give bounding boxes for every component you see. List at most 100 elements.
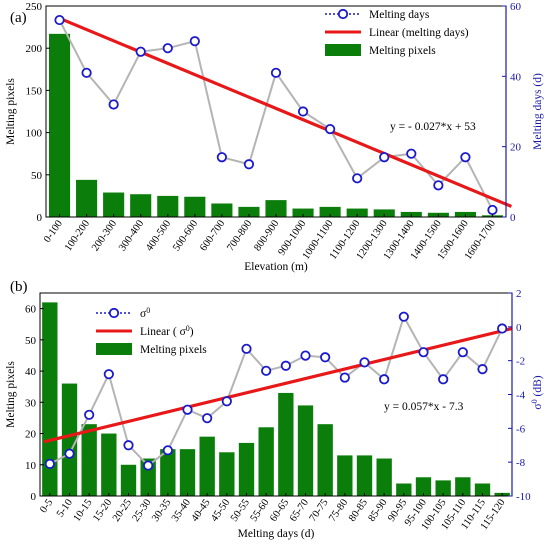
p2-marker-80-85	[359, 357, 370, 368]
p2-bar-45-50	[219, 452, 235, 496]
p2-ytick-label-10: 10	[25, 460, 37, 472]
p2-ytick-label-40: 40	[25, 366, 37, 378]
p1-marker-1600-1700	[487, 204, 498, 216]
p2-xtick-label-15-20: 15-20	[91, 497, 114, 523]
p2-marker-10-15	[84, 409, 95, 420]
p1-ytick-right-label-0: 0	[510, 212, 516, 224]
p2-trend-line	[43, 326, 513, 444]
p2-ytick-right-label--6: -6	[516, 423, 526, 435]
p1-x-axis-label: Elevation (m)	[244, 261, 308, 273]
p1-xtick-label-200-300: 200-300	[90, 218, 119, 253]
p1-marker-900-1000	[297, 106, 309, 117]
p2-xtick-label-85-90: 85-90	[367, 497, 390, 523]
p2-bar-90-95	[396, 483, 412, 496]
p2-xtick-label-0-5: 0-5	[38, 497, 55, 515]
p1-bar-1000-1100	[319, 206, 341, 217]
p1-marker-1000-1100	[325, 123, 336, 135]
p2-xtick-label-35-40: 35-40	[170, 497, 193, 523]
p1-bar-900-1000	[292, 208, 314, 217]
p1-bar-300-400	[130, 194, 152, 217]
p2-bar-35-40	[179, 449, 196, 496]
p2-xtick-label-55-60: 55-60	[249, 497, 272, 523]
p1-marker-500-600	[189, 36, 200, 47]
p2-bar-100-105	[435, 480, 451, 496]
p1-bar-0-100	[48, 33, 71, 217]
p1-xtick-label-500-600: 500-600	[171, 218, 200, 253]
p2-x-axis-label: Melting days (d)	[238, 528, 315, 540]
p1-legend-label-0: Melting days	[369, 9, 430, 21]
p1-bar-100-200	[76, 179, 98, 217]
p2-bar-0-5	[42, 302, 58, 496]
p2-marker-70-75	[320, 352, 331, 363]
p2-ytick-label-0: 0	[31, 491, 37, 503]
p1-marker-200-300	[108, 99, 119, 110]
p2-xtick-label-75-80: 75-80	[327, 497, 350, 523]
p2-panel-label: (b)	[10, 279, 28, 295]
p2-marker-115-120	[497, 323, 508, 334]
p2-ytick-right-label-2: 2	[516, 288, 522, 300]
p2-ytick-label-60: 60	[25, 304, 37, 316]
p1-xtick-label-100-200: 100-200	[63, 218, 92, 253]
p2-marker-20-25	[123, 440, 134, 451]
p2-marker-15-20	[103, 369, 114, 380]
p1-ytick-label-250: 250	[26, 1, 43, 13]
p2-marker-110-115	[477, 364, 488, 375]
p2-marker-35-40	[182, 404, 193, 415]
p1-marker-100-200	[81, 67, 92, 78]
p2-y-axis-label: Melting pixels	[5, 361, 17, 428]
p2-ytick-right-label--2: -2	[516, 356, 525, 368]
p2-ytick-right-label-0: 0	[516, 322, 522, 334]
p2-xtick-label-10-15: 10-15	[72, 497, 95, 523]
p1-ytick-label-50: 50	[31, 170, 43, 182]
p2-bar-70-75	[317, 424, 333, 496]
p2-bar-30-35	[160, 449, 176, 496]
p1-bar-400-500	[157, 195, 179, 217]
p2-marker-100-105	[438, 374, 449, 385]
p2-ytick-right-label--4: -4	[516, 390, 526, 402]
p1-marker-1200-1300	[379, 152, 390, 163]
p1-legend-swatch-marker	[337, 8, 349, 20]
p1-y-axis-label: Melting pixels	[5, 78, 17, 145]
p1-legend-swatch-bar	[325, 44, 361, 56]
p2-bar-5-10	[61, 383, 78, 496]
p2-bar-75-80	[337, 455, 353, 496]
p2-legend-label-1: Linear ( σ0)	[140, 324, 194, 339]
p2-ytick-right-label--10: -10	[516, 491, 531, 503]
p2-bar-80-85	[356, 455, 373, 496]
p2-legend-label-0: σ0	[140, 306, 150, 321]
p1-xtick-label-0-100: 0-100	[42, 218, 65, 244]
p1-bar-600-700	[211, 203, 233, 217]
p1-xtick-label-800-900: 800-900	[252, 218, 281, 253]
p1-marker-1100-1200	[352, 173, 363, 184]
p2-xtick-label-60-65: 60-65	[268, 497, 291, 523]
p1-trend-line	[58, 16, 513, 208]
p1-bar-1200-1300	[373, 209, 395, 217]
p2-ytick-label-30: 30	[25, 397, 37, 409]
p2-xtick-label-25-30: 25-30	[131, 497, 154, 523]
p1-ytick-label-0: 0	[37, 212, 43, 224]
p2-legend-swatch-marker	[108, 307, 120, 319]
p2-marker-45-50	[221, 396, 232, 407]
p1-marker-1300-1400	[406, 148, 417, 159]
p1-marker-1400-1500	[433, 180, 444, 191]
p2-ytick-label-20: 20	[25, 429, 37, 441]
p1-ytick-right-label-40: 40	[510, 71, 522, 83]
p1-ytick-label-150: 150	[26, 85, 43, 97]
p1-bar-700-800	[238, 206, 260, 217]
p2-marker-105-110	[457, 347, 468, 358]
p1-y-axis-right-label: Melting days (d)	[532, 73, 544, 150]
p1-ytick-right-label-60: 60	[510, 1, 522, 13]
p2-marker-75-80	[339, 372, 350, 383]
p2-bar-40-45	[199, 436, 215, 496]
p1-bar-1100-1200	[346, 208, 368, 217]
p2-bar-55-60	[258, 427, 274, 496]
p2-bar-15-20	[101, 433, 117, 496]
p2-ytick-right-label--8: -8	[516, 457, 526, 469]
p1-marker-800-900	[270, 67, 282, 78]
p1-marker-600-700	[216, 152, 227, 163]
p2-marker-40-45	[202, 413, 213, 424]
p2-legend-label-2: Melting pixels	[140, 344, 207, 356]
p2-marker-50-55	[241, 343, 252, 354]
p2-bar-10-15	[81, 424, 97, 496]
p2-marker-30-35	[162, 445, 173, 456]
